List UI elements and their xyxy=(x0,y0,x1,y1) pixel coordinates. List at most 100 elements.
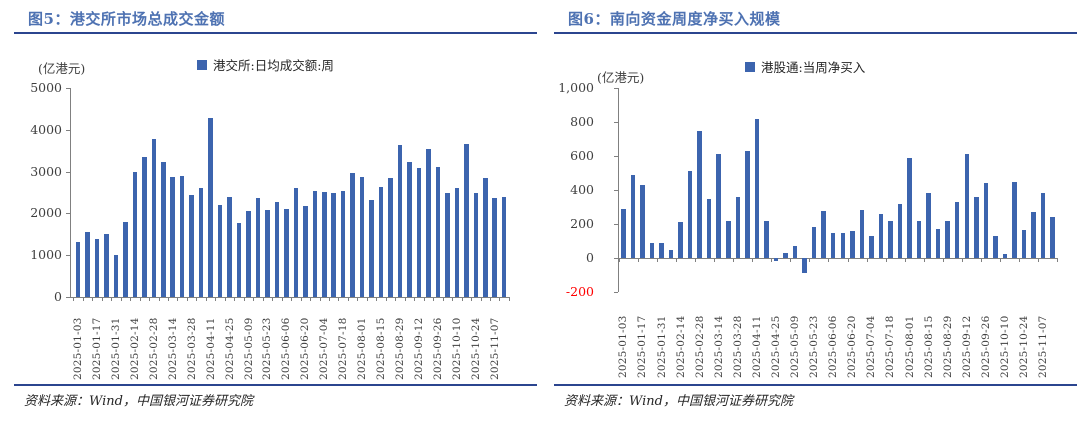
x-axis-tick-mark xyxy=(480,298,482,301)
bar xyxy=(265,210,270,297)
x-axis-tick-label: 2025-01-17 xyxy=(90,317,103,380)
bar xyxy=(945,220,950,258)
y-axis-tick-label: -200 xyxy=(565,284,594,299)
title-underline xyxy=(554,32,1077,34)
y-axis-tick-label: 4000 xyxy=(30,121,62,137)
x-axis-tick-label: 2025-01-03 xyxy=(617,315,630,378)
bar xyxy=(501,196,507,297)
y-axis-tick-label: 800 xyxy=(570,114,594,129)
x-axis-tick-mark xyxy=(177,298,179,301)
bar xyxy=(621,208,626,258)
x-axis-tick-label: 2025-11-07 xyxy=(488,317,501,380)
bar xyxy=(397,144,403,297)
x-axis-tick-label: 2025-02-14 xyxy=(674,315,687,378)
bar xyxy=(907,157,912,258)
bar xyxy=(236,223,242,297)
bar xyxy=(993,235,998,258)
bar xyxy=(888,221,893,258)
x-axis-tick-mark xyxy=(215,298,217,301)
bar xyxy=(716,154,721,258)
x-axis-tick-label: 2025-04-11 xyxy=(750,315,763,378)
x-axis-tick-mark xyxy=(656,259,658,262)
bar xyxy=(378,186,384,297)
y-axis-tick-mark xyxy=(614,292,618,293)
x-axis-tick-label: 2025-07-18 xyxy=(884,315,897,378)
x-axis-tick-mark xyxy=(499,298,501,301)
x-axis-tick-label: 2025-01-17 xyxy=(636,315,649,378)
source-note: 资料来源：Wind，中国银河证券研究院 xyxy=(24,394,253,409)
y-axis-tick-mark xyxy=(614,122,618,123)
bar xyxy=(227,197,232,297)
x-axis-tick-mark xyxy=(243,298,245,301)
bar xyxy=(492,197,497,297)
x-axis-tick-label: 2025-09-12 xyxy=(960,315,973,378)
bar xyxy=(840,232,845,258)
y-axis-line xyxy=(618,88,619,292)
x-axis-tick-label: 2025-07-04 xyxy=(865,315,878,378)
x-axis-tick-mark xyxy=(713,259,715,262)
x-axis-tick-mark xyxy=(752,259,754,262)
bar xyxy=(274,202,280,297)
y-axis-tick-label: 600 xyxy=(570,148,594,163)
x-axis-tick-label: 2025-03-28 xyxy=(731,315,744,378)
bar xyxy=(284,209,289,297)
bar xyxy=(850,230,855,258)
bar xyxy=(464,144,469,297)
x-axis-tick-mark xyxy=(158,298,160,301)
y-axis-tick-mark xyxy=(614,190,618,191)
x-axis-tick-label: 2025-07-04 xyxy=(318,317,331,380)
x-axis-tick-mark xyxy=(847,259,849,262)
x-axis-tick-label: 2025-08-01 xyxy=(903,315,916,378)
x-axis-tick-label: 2025-06-06 xyxy=(827,315,840,378)
x-axis-tick-label: 2025-04-25 xyxy=(223,317,236,380)
x-axis-tick-mark xyxy=(1038,259,1040,262)
x-axis-tick-mark xyxy=(1019,259,1021,262)
x-axis-tick-label: 2025-04-25 xyxy=(769,315,782,378)
x-axis-tick-label: 2025-03-14 xyxy=(166,317,179,380)
x-axis-tick-label: 2025-05-09 xyxy=(242,317,255,380)
x-axis-tick-mark xyxy=(962,259,963,262)
y-axis-tick-mark xyxy=(614,156,618,157)
chart-panel-hkex-turnover: 图5：港交所市场总成交金额 (亿港元) 港交所:日均成交额:周 0 1000 200… xyxy=(14,10,537,409)
x-axis-tick-mark xyxy=(508,298,510,301)
bar xyxy=(974,196,979,258)
x-axis-tick-mark xyxy=(186,298,188,301)
x-axis-tick-mark xyxy=(489,298,491,301)
bar xyxy=(983,183,989,258)
x-axis-tick-mark xyxy=(92,298,94,301)
legend: 港交所:日均成交额:周 xyxy=(197,55,334,74)
x-axis-tick-mark xyxy=(281,298,283,301)
bar xyxy=(735,196,740,258)
y-axis-tick-mark xyxy=(614,258,618,259)
x-axis-tick-label: 2025-08-29 xyxy=(394,317,406,380)
y-axis-tick-label: 400 xyxy=(570,182,594,197)
x-axis-tick-label: 2025-07-18 xyxy=(337,317,350,380)
x-axis-tick-label: 2025-09-12 xyxy=(412,317,425,380)
bar xyxy=(726,220,731,258)
bar xyxy=(132,172,138,297)
bar xyxy=(435,167,441,297)
x-axis-tick-mark xyxy=(319,298,321,301)
title-underline xyxy=(14,32,537,34)
bar xyxy=(869,235,874,258)
y-axis-tick-mark xyxy=(614,224,618,225)
bar xyxy=(1021,229,1027,258)
bar xyxy=(142,157,147,297)
bar xyxy=(792,246,798,258)
bar xyxy=(926,193,931,258)
bar xyxy=(773,258,779,261)
x-axis-tick-label: 2025-10-10 xyxy=(450,317,463,380)
bar xyxy=(312,190,317,297)
x-axis-tick-mark xyxy=(111,298,113,301)
x-axis-tick-mark xyxy=(82,298,84,301)
bar xyxy=(151,139,156,297)
x-axis-tick-mark xyxy=(101,298,103,301)
bar xyxy=(246,210,251,297)
bar xyxy=(416,167,422,297)
bar xyxy=(878,213,884,258)
y-axis-tick-label: 0 xyxy=(586,250,594,265)
x-axis-tick-label: 2025-02-28 xyxy=(147,317,160,380)
y-axis-tick-label: 200 xyxy=(570,216,594,231)
footer-rule xyxy=(554,384,1077,386)
x-axis-tick-label: 2025-05-23 xyxy=(261,317,274,380)
